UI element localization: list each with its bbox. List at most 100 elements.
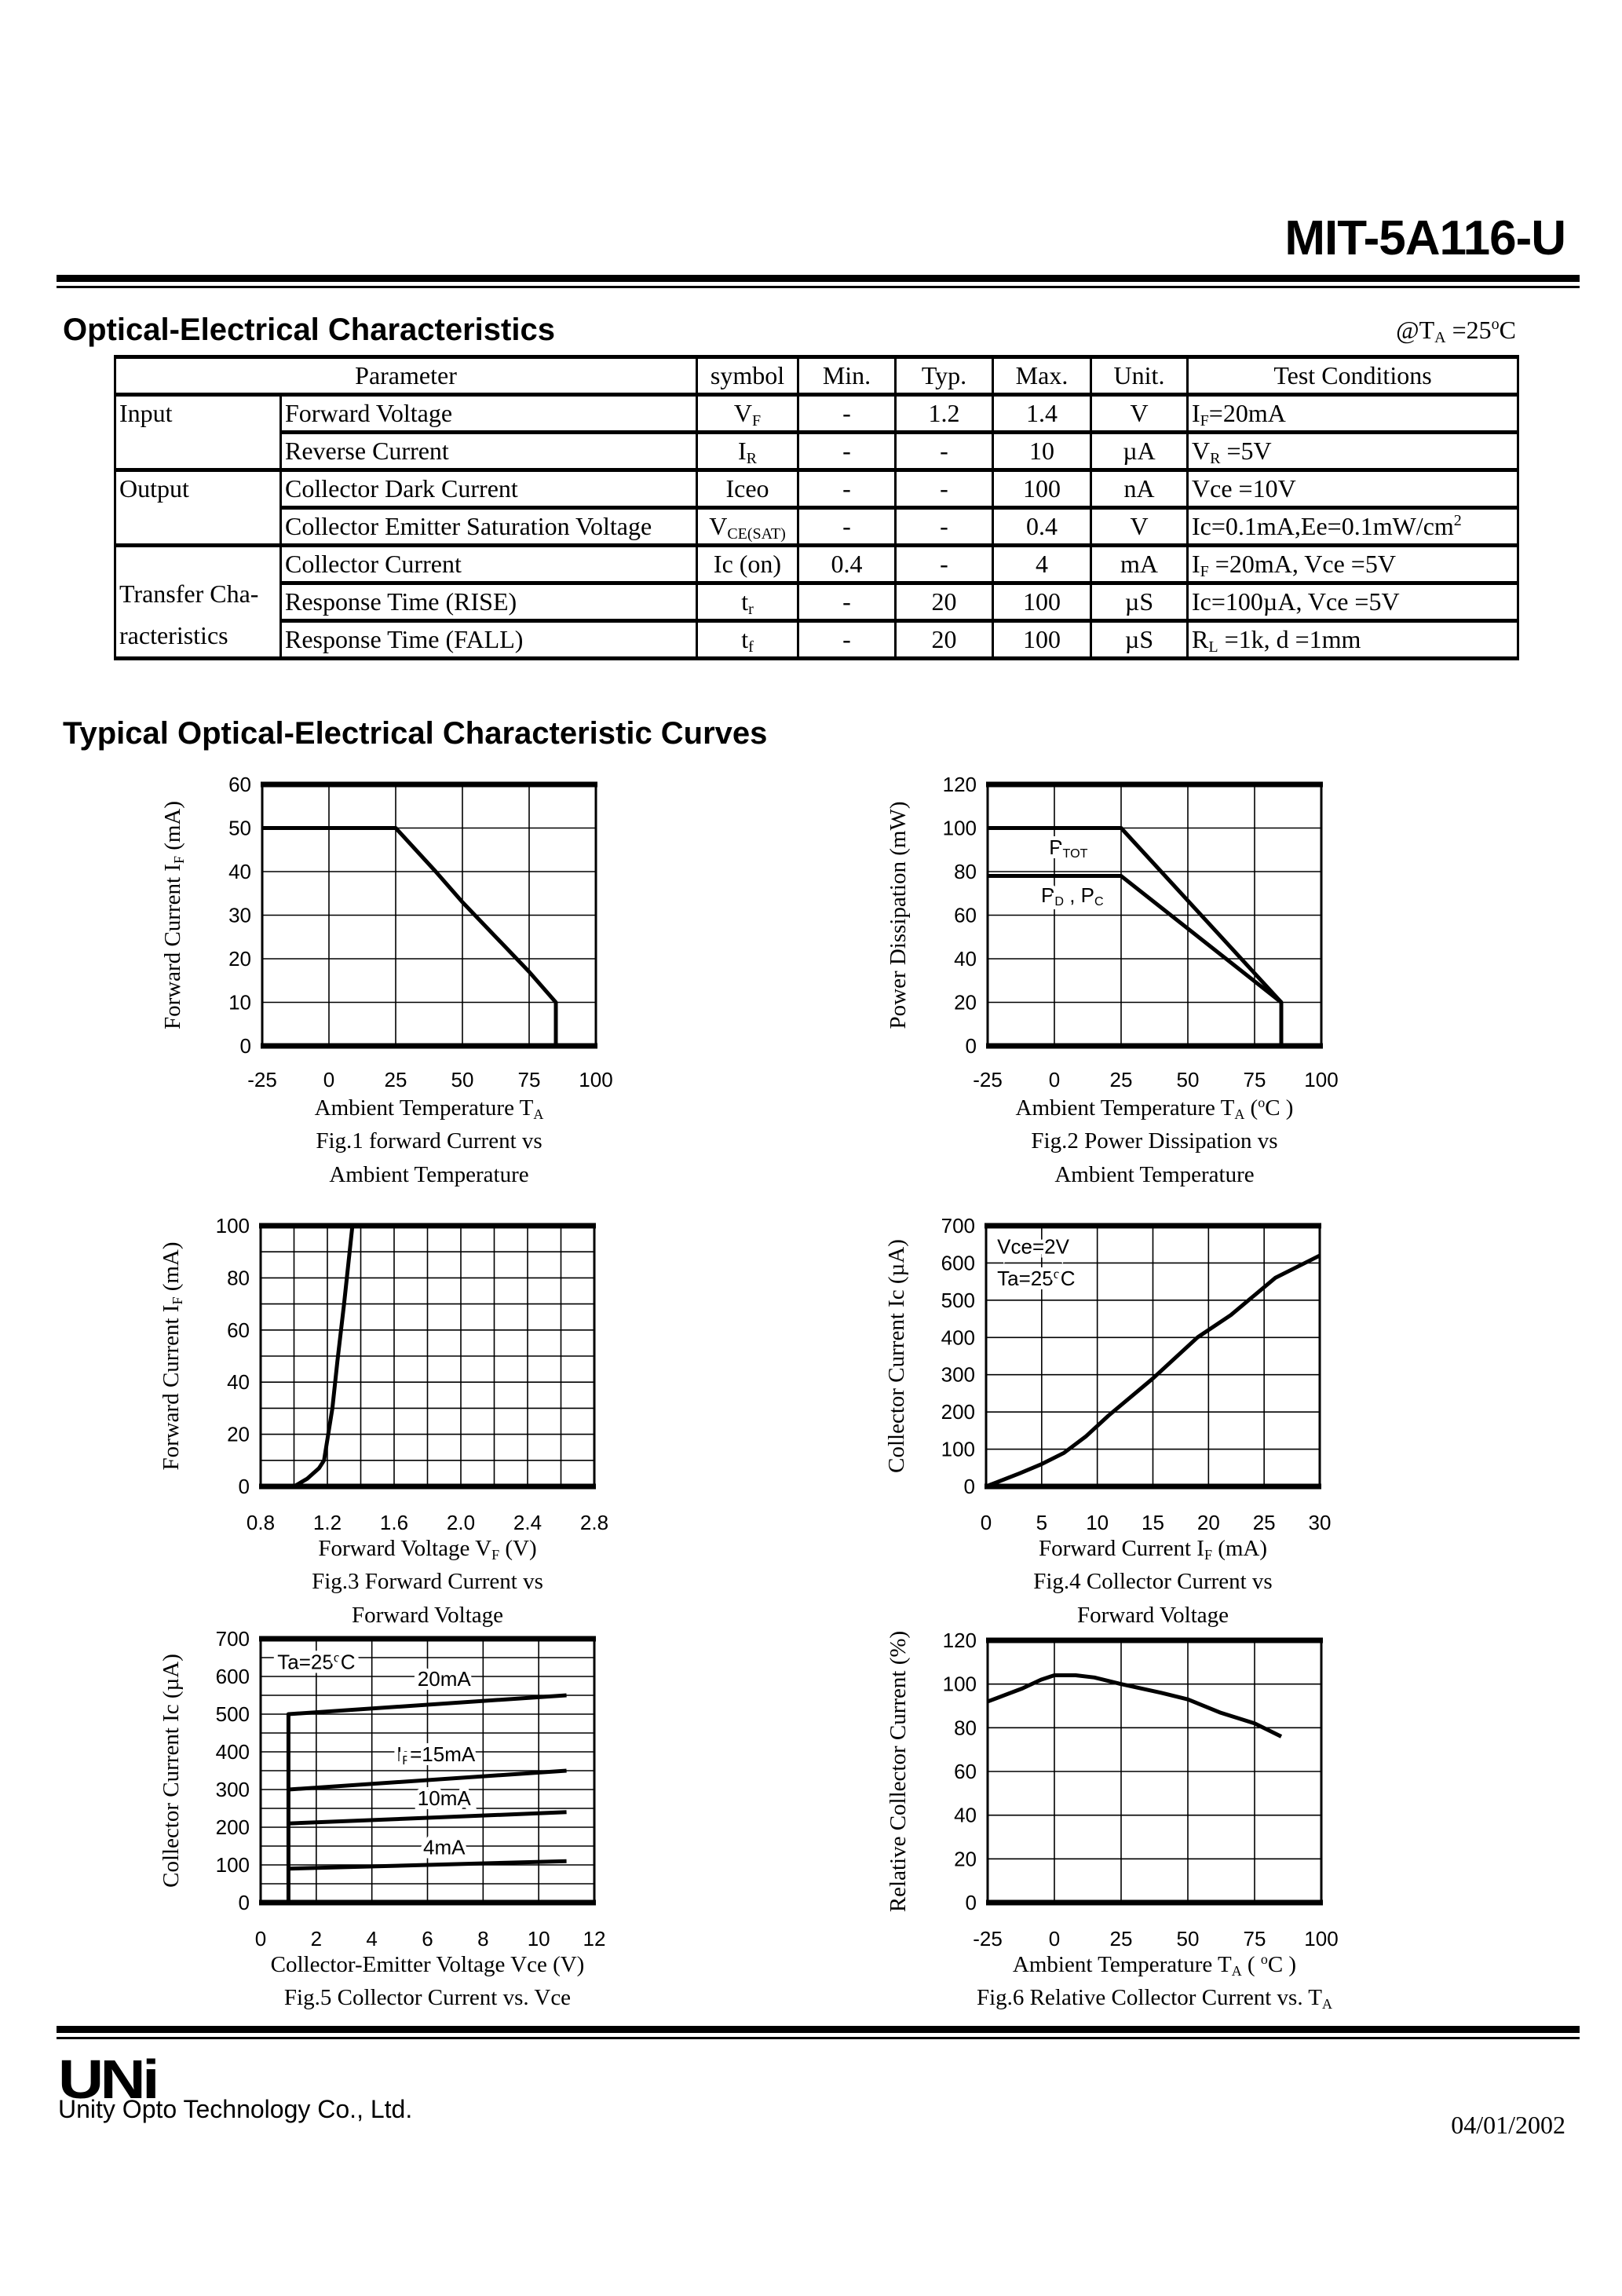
x-tick-label: 25 (1110, 1068, 1133, 1091)
y-tick-label: 40 (227, 1370, 250, 1394)
part-number: MIT-5A116-U (1284, 211, 1566, 265)
x-tick-label: 25 (385, 1068, 407, 1091)
x-tick-label: 2.8 (580, 1511, 608, 1534)
header-rule-thin (57, 286, 1580, 288)
y-tick-label: 100 (941, 1438, 975, 1461)
annotation-label: PD , PC (1041, 883, 1104, 909)
x-tick-label: 50 (451, 1068, 474, 1091)
cell-param: Collector Current (279, 543, 698, 585)
cell-unit: V (1090, 393, 1189, 434)
x-axis-label: Ambient Temperature TA (315, 1095, 544, 1122)
x-tick-label: -25 (973, 1068, 1003, 1091)
cell-param: Response Time (RISE) (279, 581, 698, 623)
y-tick-label: 100 (216, 1214, 250, 1238)
y-tick-label: 60 (228, 773, 251, 796)
cell-min: - (797, 506, 897, 547)
x-tick-label: 10 (528, 1927, 550, 1951)
chart-fig-5: 0 2 4 6 8 10 12 0 100 200 300 400 500 600 700 Collector… (159, 1627, 605, 2010)
table-row: Transfer Cha-racteristics Collector Curre… (114, 543, 1519, 660)
table-row: Output Collector Dark Current Iceo - -100 nA V… (114, 468, 1519, 547)
x-tick-label: 1.2 (313, 1511, 342, 1534)
x-tick-label: 75 (518, 1068, 541, 1091)
section-title-curves: Typical Optical-Electrical Characteristi… (63, 716, 768, 751)
cell-typ: 20 (894, 581, 994, 623)
y-tick-label: 500 (216, 1702, 250, 1726)
y-axis-label: Forward Current IF (mA) (160, 801, 187, 1029)
y-tick-label: 600 (216, 1665, 250, 1688)
cell-symbol: VF (696, 393, 799, 434)
y-tick-label: 0 (239, 1475, 250, 1498)
cell-cond: VR =5V (1186, 430, 1519, 472)
series-line-2 (288, 1768, 567, 1792)
cell-min: - (797, 619, 897, 660)
y-tick-label: 60 (954, 904, 977, 927)
cell-param: Forward Voltage (279, 393, 698, 434)
y-tick-label: 80 (954, 860, 977, 883)
y-tick-label: 0 (966, 1034, 977, 1058)
footer-rule-thin (57, 2037, 1580, 2039)
y-axis-label: Power Dissipation (mW) (886, 802, 911, 1029)
y-tick-label: 400 (216, 1740, 250, 1764)
column-header: Parameter (114, 355, 698, 397)
y-tick-label: 80 (227, 1266, 250, 1289)
y-tick-label: 600 (941, 1251, 975, 1274)
figure-caption: Fig.5 Collector Current vs. Vce (284, 1985, 571, 2010)
table-row: Collector Emitter Saturation Voltage VCE(… (115, 506, 1519, 547)
cell-typ: - (894, 506, 994, 547)
column-header: Max. (992, 355, 1092, 397)
x-tick-label: -25 (973, 1927, 1003, 1951)
x-tick-label: 20 (1197, 1511, 1220, 1534)
footer-rule (57, 2026, 1580, 2033)
table-row: Input Forward Voltage VF -1.2 1.4 V IF=20mA (114, 393, 1519, 472)
series-line-1 (988, 826, 1283, 1004)
x-tick-label: 75 (1244, 1068, 1266, 1091)
annotation-label: 20mA (418, 1667, 472, 1691)
annotation-label: IF=15mA (396, 1742, 476, 1768)
table-row: Response Time (RISE) tr -20 100 µS Ic=100µA, … (115, 581, 1519, 623)
y-tick-label: 100 (943, 1673, 977, 1696)
cell-cond: IF =20mA, Vce =5V (1186, 543, 1519, 585)
cell-min: 0.4 (797, 543, 897, 585)
cell-symbol: Iceo (696, 468, 799, 510)
annotation-label: Ta=25oC (277, 1650, 355, 1673)
series-line-1 (987, 1673, 1283, 1738)
y-tick-label: 100 (943, 817, 977, 840)
chart-fig-3: 0.8 1.2 1.6 2.0 2.4 2.8 0 20 40 60 80 100 Forward Cu… (159, 1214, 608, 1628)
cell-symbol: tr (696, 581, 799, 623)
series-line-1 (985, 1253, 1321, 1489)
y-tick-label: 40 (228, 860, 251, 883)
y-tick-label: 200 (216, 1815, 250, 1839)
cell-unit: µA (1090, 430, 1189, 472)
x-tick-label: 100 (1304, 1927, 1338, 1951)
y-tick-label: 30 (228, 904, 251, 927)
column-header: Unit. (1090, 355, 1189, 397)
group-label: Input (114, 393, 282, 472)
y-axis-label: Collector Current Ic (µA) (884, 1239, 909, 1473)
y-tick-label: 700 (216, 1627, 250, 1651)
x-tick-label: 15 (1142, 1511, 1164, 1534)
table-row: Reverse Current IR - -10 µA VR =5V (115, 430, 1519, 472)
y-tick-label: 80 (954, 1716, 977, 1739)
series-line-1 (286, 1693, 567, 1903)
y-tick-label: 300 (216, 1778, 250, 1801)
cell-max: 100 (992, 619, 1092, 660)
figure-caption: Fig.1 forward Current vs (316, 1128, 542, 1153)
figure-caption: Fig.2 Power Dissipation vs (1031, 1128, 1277, 1153)
column-header: symbol (696, 355, 799, 397)
cell-typ: - (894, 430, 994, 472)
x-axis-label: Forward Current IF (mA) (1039, 1536, 1267, 1563)
y-tick-label: 0 (966, 1891, 977, 1914)
x-tick-label: 6 (422, 1927, 433, 1951)
y-tick-label: 50 (228, 817, 251, 840)
figure-caption: Ambient Temperature (329, 1162, 528, 1187)
group-label: Output (114, 468, 282, 547)
y-tick-label: 500 (941, 1289, 975, 1312)
x-tick-label: 8 (477, 1927, 488, 1951)
cell-param: Collector Dark Current (279, 468, 698, 510)
figure-caption: Forward Voltage (1077, 1603, 1229, 1628)
ambient-condition: @TA =25oC (1396, 316, 1516, 346)
x-tick-label: 0 (255, 1927, 266, 1951)
x-tick-label: 2.0 (447, 1511, 475, 1534)
x-tick-label: 10 (1086, 1511, 1109, 1534)
y-tick-label: 20 (954, 1847, 977, 1870)
